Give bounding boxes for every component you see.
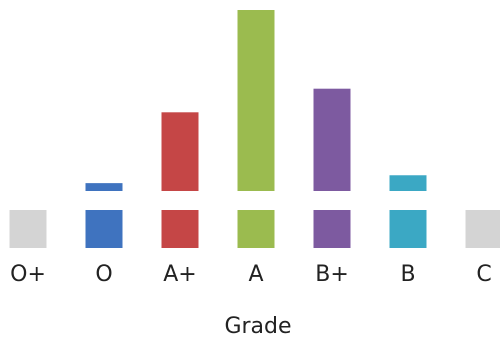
tick-label-A+: A+	[163, 262, 196, 287]
category-swatches	[9, 210, 500, 248]
tick-label-O: O	[95, 262, 112, 287]
x-tick-labels: O+ O A+ A B+ B C	[10, 262, 492, 287]
tick-label-C: C	[476, 262, 491, 287]
swatch-B	[389, 210, 427, 248]
bar-O	[85, 183, 123, 191]
tick-label-O+: O+	[10, 262, 46, 287]
tick-label-B: B	[400, 262, 415, 287]
swatch-O+	[9, 210, 47, 248]
bar-B	[389, 175, 427, 191]
swatch-A	[237, 210, 275, 248]
swatch-C	[465, 210, 500, 248]
bar-A	[237, 10, 275, 191]
swatch-B+	[313, 210, 351, 248]
bar-series	[85, 10, 427, 191]
tick-label-A: A	[248, 262, 263, 287]
bar-B+	[313, 88, 351, 191]
swatch-A+	[161, 210, 199, 248]
tick-label-B+: B+	[315, 262, 349, 287]
bar-A+	[161, 112, 199, 191]
x-axis-label: Grade	[224, 314, 291, 339]
swatch-O	[85, 210, 123, 248]
